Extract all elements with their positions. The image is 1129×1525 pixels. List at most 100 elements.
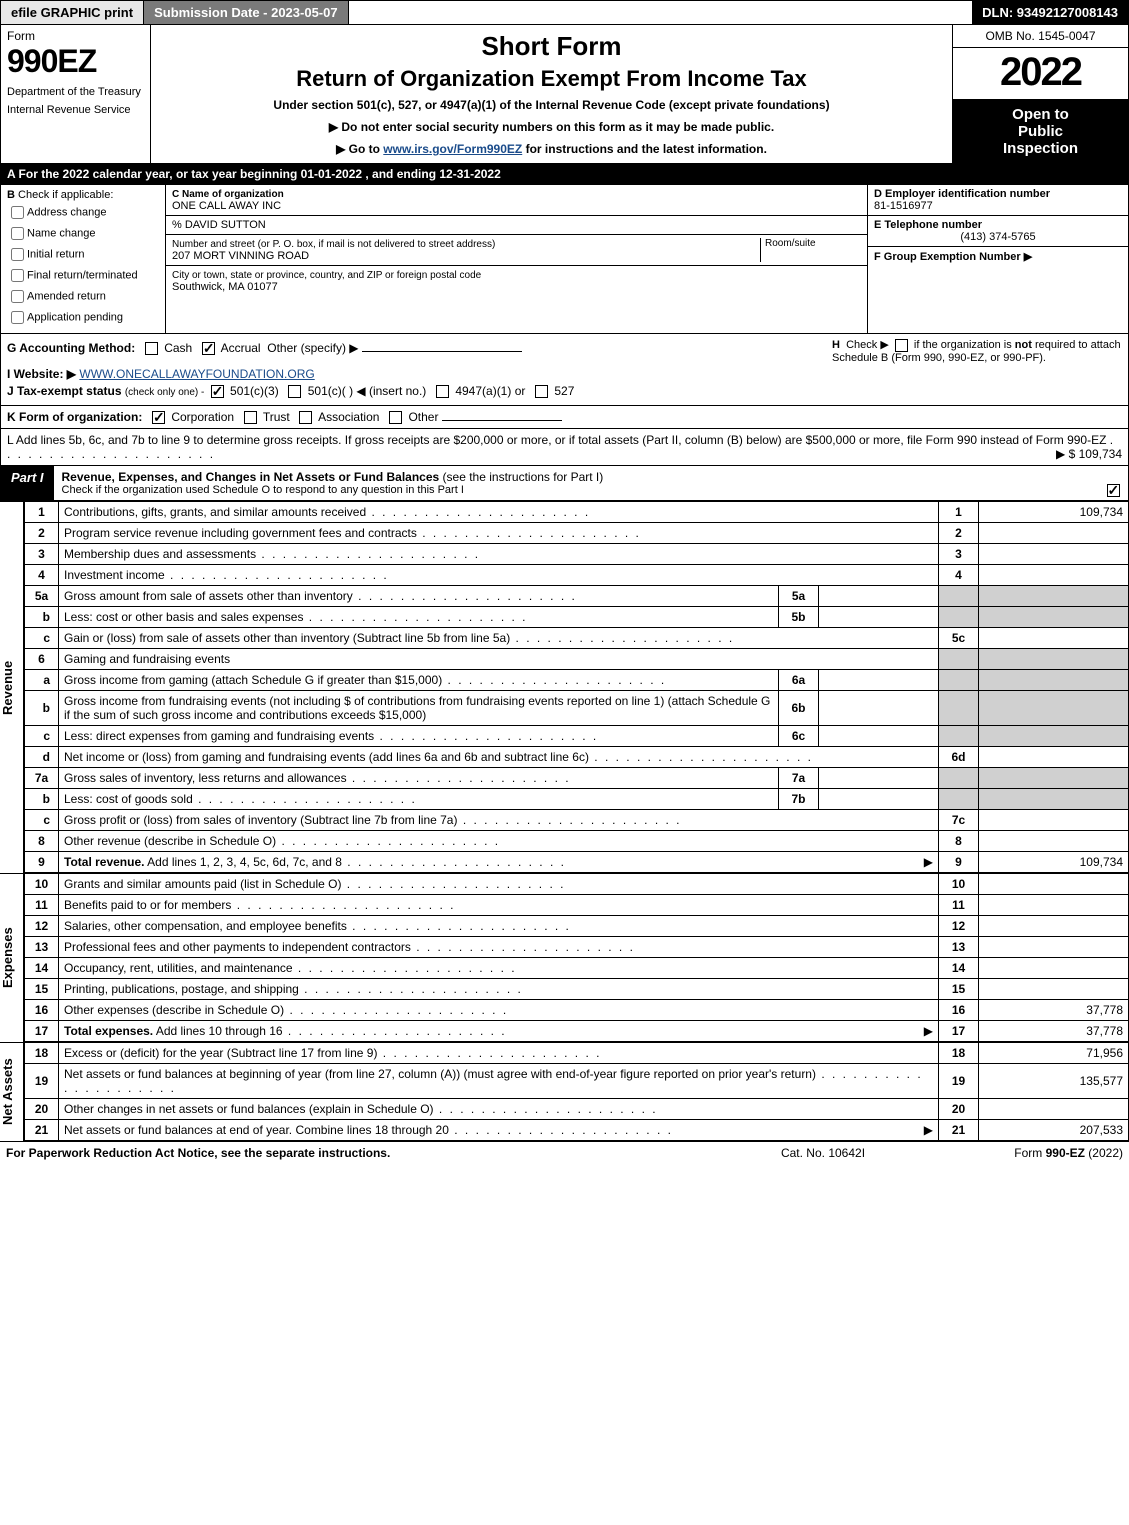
line-row: 1Contributions, gifts, grants, and simil… <box>25 502 1129 523</box>
checkbox-501c-other[interactable] <box>288 385 301 398</box>
checkbox-other-org[interactable] <box>389 411 402 424</box>
right-box-number: 17 <box>939 1021 979 1042</box>
right-value-shaded <box>979 726 1129 747</box>
label-c-name-of-org: C Name of organization <box>172 189 284 200</box>
right-box-value: 109,734 <box>979 502 1129 523</box>
checkbox-schedule-b-not-required[interactable] <box>895 339 908 352</box>
right-box-value: 207,533 <box>979 1120 1129 1141</box>
line-row: 10Grants and similar amounts paid (list … <box>25 874 1129 895</box>
mid-box-value <box>819 586 939 607</box>
line-number: 5a <box>25 586 59 607</box>
right-box-value <box>979 810 1129 831</box>
line-description: Net income or (loss) from gaming and fun… <box>59 747 939 768</box>
mid-box-value <box>819 691 939 726</box>
right-box-value <box>979 937 1129 958</box>
line-row: 5aGross amount from sale of assets other… <box>25 586 1129 607</box>
checkbox-address-change[interactable]: Address change <box>7 203 159 222</box>
line-l-gross-receipts: L Add lines 5b, 6c, and 7b to line 9 to … <box>0 429 1129 466</box>
right-value-shaded <box>979 691 1129 726</box>
header-right: OMB No. 1545-0047 2022 Open to Public In… <box>953 25 1128 163</box>
checkbox-schedule-o-part-i[interactable] <box>1107 484 1120 497</box>
right-box-value: 135,577 <box>979 1064 1129 1099</box>
right-box-value <box>979 565 1129 586</box>
box-c-org-name-address: C Name of organization ONE CALL AWAY INC… <box>166 185 868 333</box>
line-number: 1 <box>25 502 59 523</box>
org-name: ONE CALL AWAY INC <box>172 200 281 212</box>
street-address: 207 MORT VINNING ROAD <box>172 250 309 262</box>
expenses-section: Expenses 10Grants and similar amounts pa… <box>0 873 1129 1042</box>
right-box-value <box>979 831 1129 852</box>
line-number: 21 <box>25 1120 59 1141</box>
part-i-check <box>1098 466 1128 500</box>
right-value-shaded <box>979 789 1129 810</box>
line-description: Gaming and fundraising events <box>59 649 939 670</box>
label-street: Number and street (or P. O. box, if mail… <box>172 239 495 250</box>
line-row: 3Membership dues and assessments3 <box>25 544 1129 565</box>
website-link[interactable]: WWW.ONECALLAWAYFOUNDATION.ORG <box>79 367 314 381</box>
right-box-value <box>979 874 1129 895</box>
checkbox-initial-return[interactable]: Initial return <box>7 245 159 264</box>
mid-box-value <box>819 607 939 628</box>
label-d-ein: D Employer identification number <box>874 188 1050 200</box>
line-number: 8 <box>25 831 59 852</box>
header-left: Form 990EZ Department of the Treasury In… <box>1 25 151 163</box>
line-number: 20 <box>25 1099 59 1120</box>
line-row: 4Investment income4 <box>25 565 1129 586</box>
form-word: Form <box>7 29 144 43</box>
dept-treasury: Department of the Treasury <box>7 86 144 98</box>
checkbox-501c3[interactable] <box>211 385 224 398</box>
checkbox-name-change[interactable]: Name change <box>7 224 159 243</box>
checkbox-4947a1[interactable] <box>436 385 449 398</box>
instruction-goto: ▶ Go to www.irs.gov/Form990EZ for instru… <box>159 142 944 156</box>
city-state-zip: Southwick, MA 01077 <box>172 281 278 293</box>
top-bar: efile GRAPHIC print Submission Date - 20… <box>0 0 1129 25</box>
line-number: 19 <box>25 1064 59 1099</box>
line-k-form-of-org: K Form of organization: Corporation Trus… <box>0 406 1129 429</box>
right-box-value: 71,956 <box>979 1043 1129 1064</box>
submission-date-button[interactable]: Submission Date - 2023-05-07 <box>144 1 349 24</box>
line-number: 18 <box>25 1043 59 1064</box>
checkbox-trust[interactable] <box>244 411 257 424</box>
mid-box-value <box>819 670 939 691</box>
net-assets-vertical-label: Net Assets <box>0 1042 24 1141</box>
line-description: Professional fees and other payments to … <box>59 937 939 958</box>
expenses-table: 10Grants and similar amounts paid (list … <box>24 873 1129 1042</box>
checkbox-corporation[interactable] <box>152 411 165 424</box>
checkbox-cash[interactable] <box>145 342 158 355</box>
right-box-number: 12 <box>939 916 979 937</box>
right-box-shaded <box>939 726 979 747</box>
right-box-number: 14 <box>939 958 979 979</box>
line-row: 9Total revenue. Add lines 1, 2, 3, 4, 5c… <box>25 852 1129 873</box>
line-number: 4 <box>25 565 59 586</box>
right-box-value: 37,778 <box>979 1021 1129 1042</box>
right-value-shaded <box>979 649 1129 670</box>
checkbox-final-return[interactable]: Final return/terminated <box>7 266 159 285</box>
line-row: 18Excess or (deficit) for the year (Subt… <box>25 1043 1129 1064</box>
efile-print-button[interactable]: efile GRAPHIC print <box>1 1 144 24</box>
right-box-value <box>979 523 1129 544</box>
right-box-value <box>979 916 1129 937</box>
box-d-e-f: D Employer identification number 81-1516… <box>868 185 1128 333</box>
meta-block: G Accounting Method: Cash Accrual Other … <box>0 334 1129 406</box>
line-row: 12Salaries, other compensation, and empl… <box>25 916 1129 937</box>
checkbox-527[interactable] <box>535 385 548 398</box>
care-of: % DAVID SUTTON <box>172 219 266 231</box>
line-number: c <box>25 726 59 747</box>
checkbox-amended-return[interactable]: Amended return <box>7 287 159 306</box>
line-row: 17Total expenses. Add lines 10 through 1… <box>25 1021 1129 1042</box>
checkbox-accrual[interactable] <box>202 342 215 355</box>
line-number: 10 <box>25 874 59 895</box>
label-city: City or town, state or province, country… <box>172 270 481 281</box>
line-g-accounting: G Accounting Method: Cash Accrual Other … <box>7 341 822 355</box>
checkbox-association[interactable] <box>299 411 312 424</box>
footer-paperwork-notice: For Paperwork Reduction Act Notice, see … <box>6 1146 723 1160</box>
part-i-title: Revenue, Expenses, and Changes in Net As… <box>54 466 1098 500</box>
link-irs-form990ez[interactable]: www.irs.gov/Form990EZ <box>383 142 522 156</box>
line-number: a <box>25 670 59 691</box>
right-box-number: 9 <box>939 852 979 873</box>
line-row: bLess: cost or other basis and sales exp… <box>25 607 1129 628</box>
telephone-value: (413) 374-5765 <box>874 231 1122 243</box>
revenue-vertical-label: Revenue <box>0 501 24 873</box>
line-row: cLess: direct expenses from gaming and f… <box>25 726 1129 747</box>
checkbox-application-pending[interactable]: Application pending <box>7 308 159 327</box>
